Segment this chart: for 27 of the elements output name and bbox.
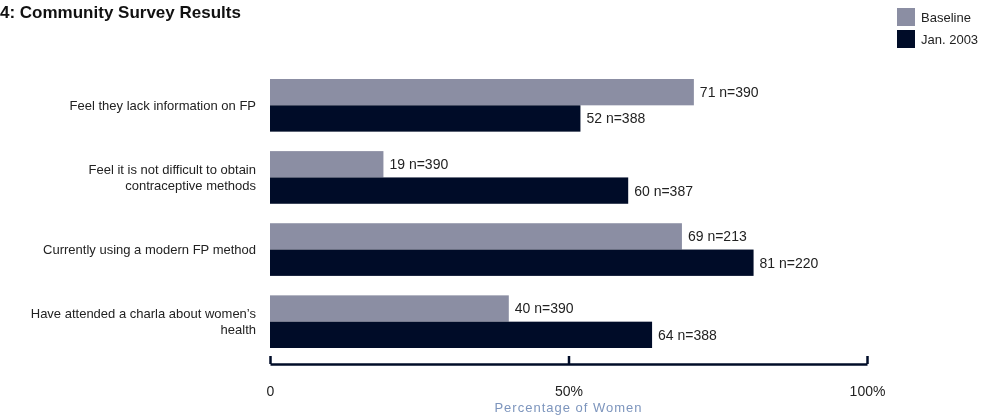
- y-tick-label: Have attended a charla about women’s health: [30, 306, 257, 338]
- data-label: 71 n=390: [699, 84, 759, 101]
- data-label: 69 n=213: [687, 228, 747, 245]
- data-label: 60 n=387: [634, 182, 694, 199]
- data-label: 40 n=390: [514, 300, 574, 317]
- data-label: 19 n=390: [389, 156, 449, 173]
- y-tick-label: Feel they lack information on FP: [69, 97, 256, 113]
- bar: [270, 223, 682, 250]
- legend-label: Jan. 2003: [921, 31, 979, 47]
- x-tick-label: 50%: [554, 382, 584, 399]
- x-axis-title: Percentage of Women: [494, 400, 643, 415]
- bar: [270, 249, 754, 276]
- bar: [270, 151, 384, 178]
- x-tick-label: 100%: [849, 382, 886, 399]
- bar: [270, 321, 653, 348]
- bar: [270, 177, 629, 204]
- bar: [270, 295, 509, 322]
- y-tick-label: Currently using a modern FP method: [43, 242, 256, 258]
- bar: [270, 105, 581, 132]
- bar: [270, 79, 694, 106]
- data-label: 52 n=388: [586, 110, 646, 127]
- x-tick-label: 0: [266, 382, 275, 399]
- legend-label: Baseline: [921, 9, 971, 25]
- text: 4: Community Survey Results: [0, 3, 241, 22]
- data-label: 81 n=220: [759, 254, 819, 271]
- data-label: 64 n=388: [658, 326, 718, 343]
- y-tick-label: Feel it is not difficult to obtain contraceptive methods: [88, 161, 257, 193]
